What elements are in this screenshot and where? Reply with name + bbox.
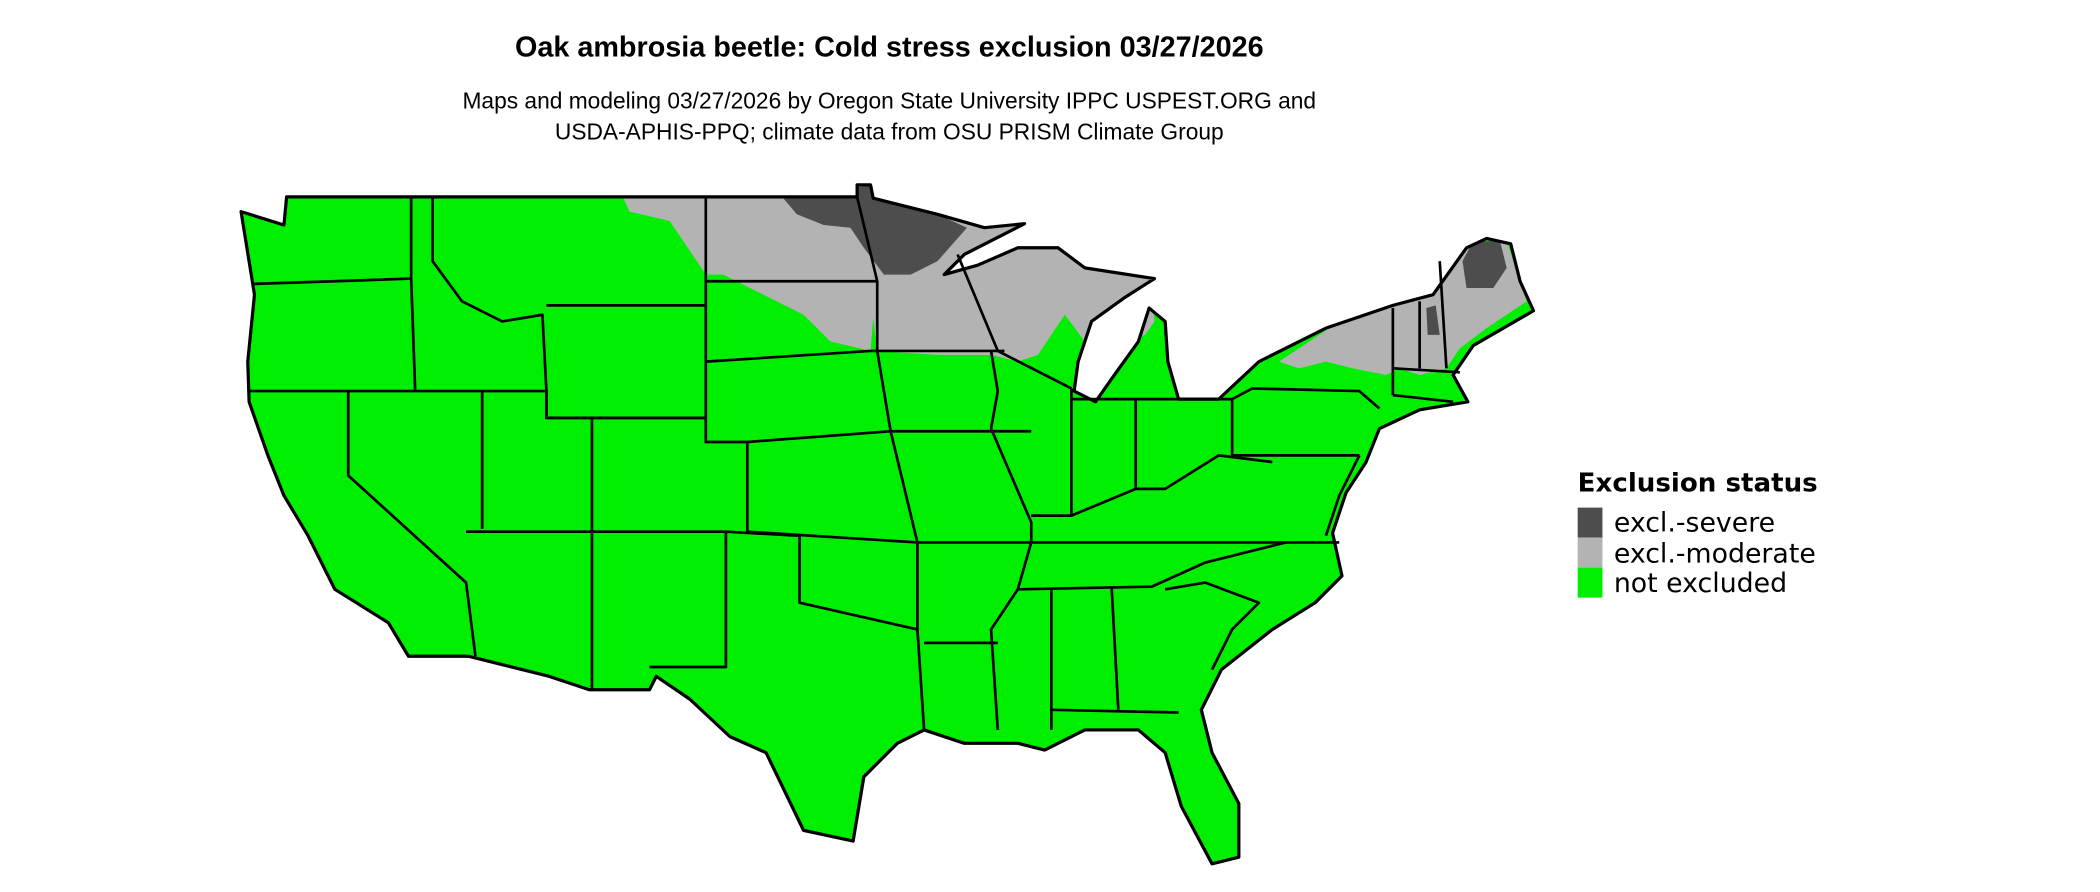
us-map (239, 183, 1536, 866)
legend-label-moderate: excl.-moderate (1614, 539, 1816, 570)
map-subtitle-line-1: Maps and modeling 03/27/2026 by Oregon S… (462, 88, 1316, 114)
us-outline (239, 183, 1536, 866)
legend-swatch-severe (1577, 507, 1603, 538)
state-boundaries (249, 196, 1460, 731)
legend-label-severe: excl.-severe (1614, 508, 1775, 539)
legend-item-moderate: excl.-moderate (1577, 537, 1816, 570)
moderate-region-northern-plains (618, 187, 878, 351)
not-excluded-region (241, 184, 1534, 864)
legend-swatch-not-excluded (1577, 567, 1603, 598)
legend-label-not-excluded: not excluded (1614, 568, 1787, 599)
legend-swatch-moderate (1577, 537, 1603, 568)
severe-region-minnesota (774, 184, 967, 275)
legend-item-severe: excl.-severe (1577, 507, 1775, 539)
severe-region-vermont (1426, 305, 1440, 335)
map-title: Oak ambrosia beetle: Cold stress exclusi… (515, 31, 1264, 63)
legend: Exclusion status excl.-severe excl.-mode… (1577, 469, 1818, 599)
legend-title: Exclusion status (1578, 469, 1818, 499)
legend-item-not-excluded: not excluded (1577, 567, 1787, 599)
map-subtitle-line-2: USDA-APHIS-PPQ; climate data from OSU PR… (555, 118, 1224, 144)
severe-region-maine (1462, 241, 1507, 288)
